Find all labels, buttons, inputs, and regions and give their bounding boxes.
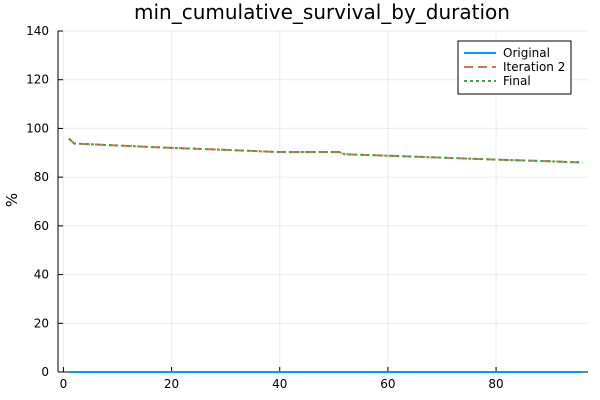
x-tick-label: 80 — [488, 377, 503, 391]
y-tick-label: 140 — [26, 24, 49, 38]
y-tick-label: 80 — [34, 170, 49, 184]
legend-label: Iteration 2 — [503, 60, 565, 74]
x-tick-label: 60 — [380, 377, 395, 391]
legend-box — [457, 40, 572, 95]
y-tick-label: 0 — [41, 365, 49, 379]
x-tick-label: 40 — [272, 377, 287, 391]
y-axis-label: % — [3, 193, 21, 207]
y-tick-label: 60 — [34, 219, 49, 233]
y-tick-label: 40 — [34, 268, 49, 282]
axes: 0 20 40 60 80 0 20 40 60 80 100 120 140 — [26, 24, 588, 391]
legend-label: Final — [503, 74, 531, 88]
y-tick-label: 120 — [26, 73, 49, 87]
x-tick-label: 0 — [60, 377, 68, 391]
series-layer — [68, 137, 583, 373]
series-line-final — [68, 137, 583, 164]
chart-title: min_cumulative_survival_by_duration — [134, 0, 510, 24]
y-tick-label: 100 — [26, 121, 49, 135]
y-tick-label: 20 — [34, 316, 49, 330]
x-tick-label: 20 — [164, 377, 179, 391]
legend-label: Original — [503, 46, 550, 60]
